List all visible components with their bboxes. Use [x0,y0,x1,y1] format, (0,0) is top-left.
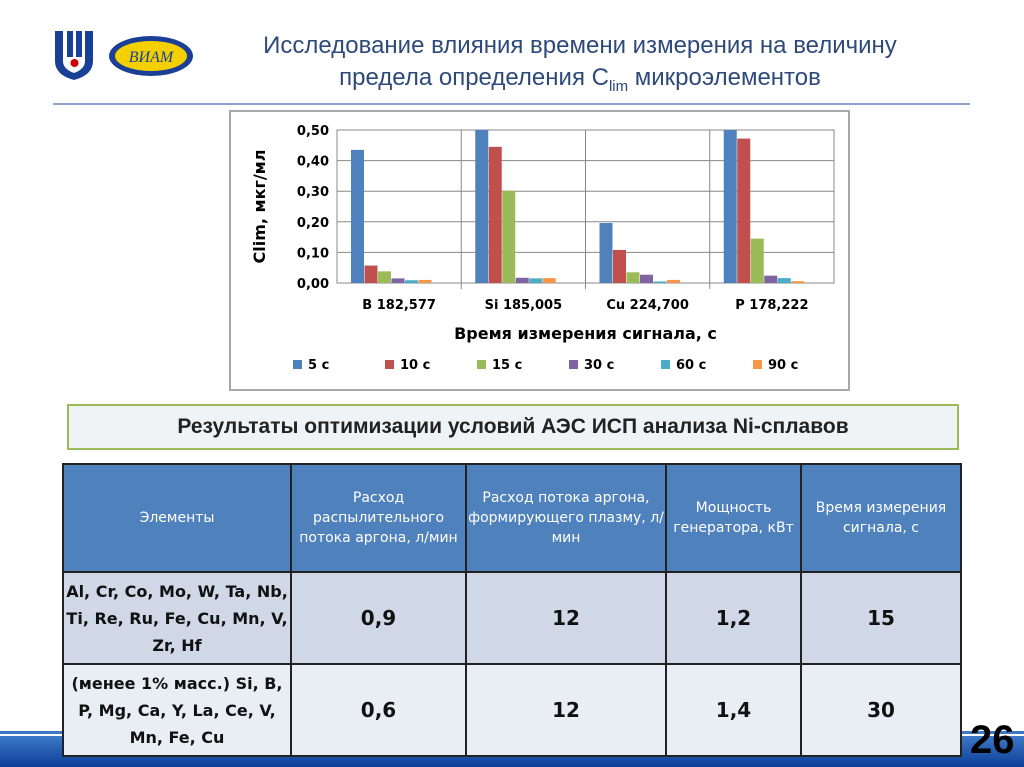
value-cell: 15 [800,571,962,665]
y-axis-label: Clim, мкг/мл [250,150,269,264]
svg-text:ВИАМ: ВИАМ [129,49,175,66]
legend-swatch [385,360,394,369]
bar [723,130,737,283]
bar [475,130,489,283]
bar-chart: 0,00 0,10 0,20 0,30 0,40 0,50 B 182,577 Si 185,… [250,124,835,373]
bar [378,271,391,283]
legend-label: 90 с [768,358,798,373]
x-tick-label: P 178,222 [735,298,808,313]
bar [418,279,432,283]
bar [599,223,613,283]
slide-title: Исследование влияния времени измерения н… [200,30,960,103]
legend-swatch [477,360,486,369]
chart-container: 0,00 0,10 0,20 0,30 0,40 0,50 B 182,577 Si 185,… [229,110,850,391]
bar [640,274,653,283]
x-axis-label: Время измерения сигнала, с [454,324,717,343]
institute-logo [55,31,93,80]
value-cell: 12 [465,663,667,757]
value-cell: 30 [800,663,962,757]
title-line-1: Исследование влияния времени измерения н… [263,32,897,59]
page-number: 26 [970,718,1015,762]
bar [737,138,751,283]
bar [613,249,626,283]
col-header: Расход потока аргона, формирующего плазм… [465,463,667,573]
value-cell: 1,2 [665,571,802,665]
legend-label: 5 с [308,358,329,373]
bar [667,279,680,283]
value-cell: 0,6 [290,663,467,757]
bar [542,278,556,283]
viam-logo: ВИАМ [109,36,193,76]
elements-cell: Al, Cr, Co, Mo, W, Ta, Nb, Ti, Re, Ru, F… [62,571,292,665]
legend-swatch [753,360,762,369]
col-header: Мощность генератора, кВт [665,463,802,573]
bar [777,278,791,283]
x-tick-label: B 182,577 [362,298,436,313]
legend-swatch [661,360,670,369]
bar [626,272,640,283]
value-cell: 12 [465,571,667,665]
legend-label: 10 с [400,358,430,373]
y-tick-label: 0,50 [297,124,329,139]
title-subscript: lim [608,77,629,95]
elements-cell: (менее 1% масс.) Si, B, P, Mg, Ca, Y, La… [62,663,292,757]
table-row: Al, Cr, Co, Mo, W, Ta, Nb, Ti, Re, Ru, F… [62,571,962,665]
y-tick-label: 0,00 [297,277,329,292]
results-table: Элементы Расход распылительного потока а… [62,463,962,757]
legend-label: 15 с [492,358,522,373]
bar [391,278,405,283]
title-text: микроэлементов [628,64,821,91]
value-cell: 1,4 [665,663,802,757]
y-tick-label: 0,40 [297,155,329,170]
value-cell: 0,9 [290,571,467,665]
table-row: (менее 1% масс.) Si, B, P, Mg, Ca, Y, La… [62,663,962,757]
results-title: Результаты оптимизации условий АЭС ИСП а… [67,404,959,450]
bar [791,281,805,283]
legend-label: 30 с [584,358,614,373]
title-divider [53,103,970,105]
bar [764,275,778,283]
col-header: Расход распылительного потока аргона, л/… [290,463,467,573]
legend-label: 60 с [676,358,706,373]
x-tick-label: Si 185,005 [485,298,563,313]
bar [405,280,418,283]
col-header: Время измерения сигнала, с [800,463,962,573]
bar [750,238,764,283]
bar [488,146,502,283]
y-tick-label: 0,10 [297,246,329,261]
y-tick-label: 0,30 [297,185,329,200]
bar [351,149,364,283]
legend-swatch [293,360,302,369]
bar [515,277,529,283]
bar [653,281,667,283]
title-text: предела определения C [339,64,609,91]
bar [364,265,378,283]
bar [529,278,543,283]
x-tick-label: Cu 224,700 [606,298,689,313]
title-line-2: предела определения Clim микроэлементов [200,62,960,103]
y-tick-label: 0,20 [297,216,329,231]
table-header-row: Элементы Расход распылительного потока а… [62,463,962,573]
bar [502,190,516,283]
col-header: Элементы [62,463,292,573]
legend-swatch [569,360,578,369]
